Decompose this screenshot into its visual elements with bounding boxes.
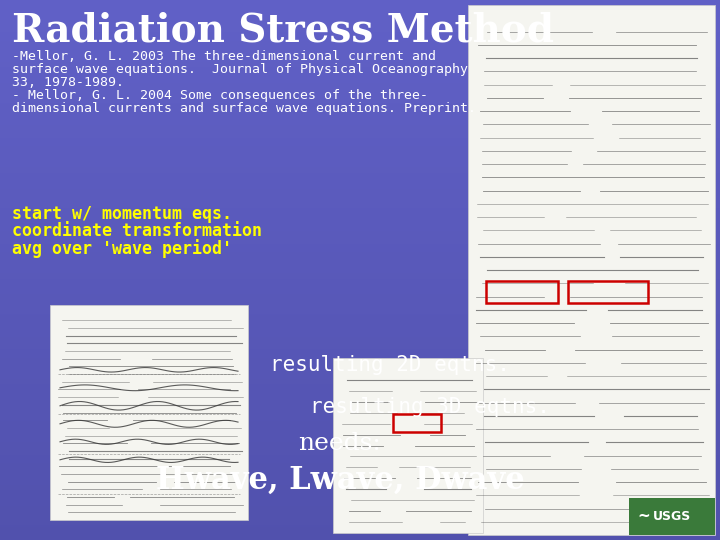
Text: -Mellor, G. L. 2003 The three-dimensional current and: -Mellor, G. L. 2003 The three-dimensiona… (12, 50, 436, 63)
Bar (468, 5, 715, 535)
Text: ~: ~ (637, 509, 649, 524)
Text: needs:: needs: (299, 433, 382, 456)
Text: Radiation Stress Method: Radiation Stress Method (12, 12, 554, 50)
Bar (393, 414, 441, 431)
Text: resulting 3D eqtns.: resulting 3D eqtns. (310, 397, 550, 417)
Text: Hwave, Lwave, Dwave: Hwave, Lwave, Dwave (156, 464, 524, 496)
Bar (333, 358, 483, 533)
Text: USGS: USGS (653, 510, 691, 523)
Bar (629, 498, 715, 535)
Text: coordinate transformation: coordinate transformation (12, 222, 262, 240)
Text: dimensional currents and surface wave equations. Preprint.: dimensional currents and surface wave eq… (12, 102, 476, 115)
Text: avg over 'wave period': avg over 'wave period' (12, 239, 232, 258)
Text: resulting 2D eqtns.: resulting 2D eqtns. (270, 355, 510, 375)
Bar (486, 281, 558, 303)
Text: surface wave equations.  Journal of Physical Oceanography: surface wave equations. Journal of Physi… (12, 63, 468, 76)
Text: 33, 1978-1989.: 33, 1978-1989. (12, 76, 124, 89)
Bar (568, 281, 648, 303)
Bar (50, 305, 248, 520)
Text: - Mellor, G. L. 2004 Some consequences of the three-: - Mellor, G. L. 2004 Some consequences o… (12, 89, 428, 102)
Text: start w/ momentum eqs.: start w/ momentum eqs. (12, 205, 232, 223)
